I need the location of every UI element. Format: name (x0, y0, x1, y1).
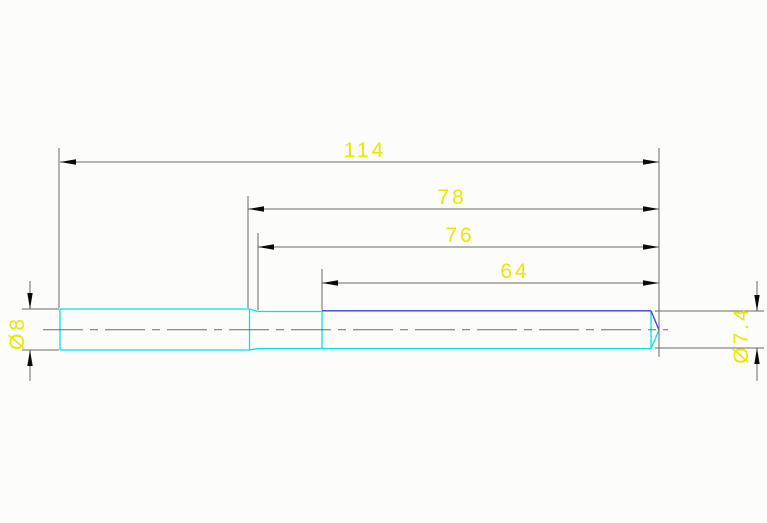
dim-text-d74: Ø7.4 (730, 306, 753, 364)
arrowhead-left-64 (322, 280, 338, 286)
dimension-76: 76 (257, 224, 659, 310)
dim-text-d8: Ø8 (6, 316, 29, 350)
dimension-114: 114 (58, 139, 660, 357)
arrowhead-bottom-d74 (754, 348, 760, 364)
arrowhead-top-d8 (27, 293, 33, 309)
arrowhead-bottom-d8 (27, 350, 33, 366)
dimension-64: 64 (321, 260, 659, 310)
arrowhead-top-d74 (754, 295, 760, 311)
dimension-diameter-8: Ø8 (6, 281, 59, 381)
dim-text-114: 114 (344, 139, 386, 162)
tip-chamfer-top (650, 310, 660, 331)
arrowhead-right-78 (643, 206, 659, 212)
arrowhead-left-76 (258, 244, 274, 250)
dim-text-64: 64 (500, 260, 529, 283)
dim-text-78: 78 (437, 186, 466, 209)
dimension-78: 78 (247, 186, 659, 308)
thread-crest-lines (322, 310, 660, 331)
dim-text-76: 76 (445, 224, 474, 247)
shaft-outline (59, 308, 660, 351)
dimension-diameter-7-4: Ø7.4 (655, 281, 764, 381)
arrowhead-left-78 (248, 206, 264, 212)
step-chamfer-top (249, 308, 259, 313)
arrowhead-right-114 (643, 159, 659, 165)
tip-chamfer-bottom (650, 329, 660, 349)
arrowhead-right-76 (643, 244, 659, 250)
arrowhead-right-64 (643, 280, 659, 286)
arrowhead-left-114 (60, 159, 76, 165)
step-chamfer-bottom (249, 347, 259, 351)
